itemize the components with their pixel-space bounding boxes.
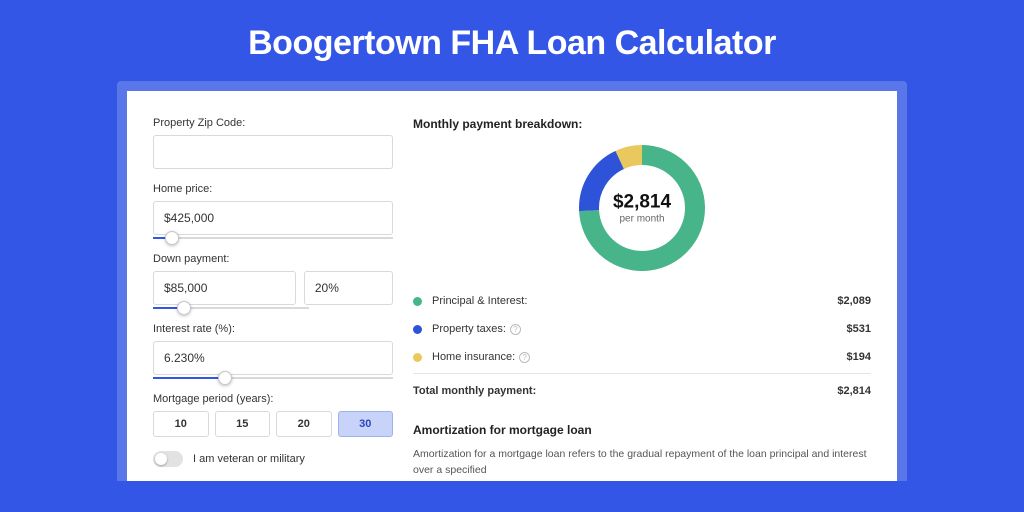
legend-label: Principal & Interest:: [432, 295, 837, 307]
legend-value: $194: [847, 351, 871, 363]
amortization-text: Amortization for a mortgage loan refers …: [413, 447, 871, 479]
donut-center: $2,814 per month: [613, 192, 671, 225]
legend-row: Home insurance:?$194: [413, 343, 871, 371]
period-label: Mortgage period (years):: [153, 393, 393, 405]
home-price-slider-thumb[interactable]: [165, 231, 179, 245]
zip-field: Property Zip Code:: [153, 117, 393, 169]
period-option-30[interactable]: 30: [338, 411, 394, 437]
interest-input[interactable]: [153, 341, 393, 375]
down-payment-input[interactable]: [153, 271, 296, 305]
donut-amount: $2,814: [613, 192, 671, 214]
legend-divider: [413, 373, 871, 374]
period-option-20[interactable]: 20: [276, 411, 332, 437]
zip-input[interactable]: [153, 135, 393, 169]
period-option-15[interactable]: 15: [215, 411, 271, 437]
down-payment-label: Down payment:: [153, 253, 393, 265]
legend-label: Home insurance:?: [432, 351, 847, 363]
legend: Principal & Interest:$2,089Property taxe…: [413, 287, 871, 371]
legend-row: Principal & Interest:$2,089: [413, 287, 871, 315]
home-price-input[interactable]: [153, 201, 393, 235]
panel-outer: Property Zip Code: Home price: Down paym…: [117, 81, 907, 481]
interest-field: Interest rate (%):: [153, 323, 393, 379]
legend-value: $2,089: [837, 295, 871, 307]
breakdown-title: Monthly payment breakdown:: [413, 117, 871, 131]
home-price-field: Home price:: [153, 183, 393, 239]
amortization-title: Amortization for mortgage loan: [413, 423, 871, 437]
form-column: Property Zip Code: Home price: Down paym…: [153, 117, 393, 481]
down-payment-slider[interactable]: [153, 307, 309, 309]
veteran-label: I am veteran or military: [193, 453, 305, 465]
total-row: Total monthly payment: $2,814: [413, 376, 871, 405]
donut-slice-home_insurance: [620, 155, 642, 160]
interest-label: Interest rate (%):: [153, 323, 393, 335]
zip-label: Property Zip Code:: [153, 117, 393, 129]
interest-slider-thumb[interactable]: [218, 371, 232, 385]
info-icon[interactable]: ?: [519, 352, 530, 363]
veteran-toggle-knob: [155, 453, 167, 465]
period-field: Mortgage period (years): 10152030: [153, 393, 393, 437]
total-value: $2,814: [837, 385, 871, 397]
legend-dot: [413, 297, 422, 306]
legend-label: Property taxes:?: [432, 323, 847, 335]
info-icon[interactable]: ?: [510, 324, 521, 335]
total-label: Total monthly payment:: [413, 385, 837, 397]
legend-dot: [413, 325, 422, 334]
legend-row: Property taxes:?$531: [413, 315, 871, 343]
veteran-toggle[interactable]: [153, 451, 183, 467]
veteran-row: I am veteran or military: [153, 451, 393, 467]
donut-sub: per month: [613, 214, 671, 225]
period-option-10[interactable]: 10: [153, 411, 209, 437]
calculator-panel: Property Zip Code: Home price: Down paym…: [127, 91, 897, 481]
legend-value: $531: [847, 323, 871, 335]
down-payment-field: Down payment:: [153, 253, 393, 309]
home-price-label: Home price:: [153, 183, 393, 195]
donut-chart: $2,814 per month: [413, 145, 871, 271]
interest-slider[interactable]: [153, 377, 393, 379]
legend-dot: [413, 353, 422, 362]
down-payment-pct-input[interactable]: [304, 271, 393, 305]
interest-slider-fill: [153, 377, 225, 379]
home-price-slider[interactable]: [153, 237, 393, 239]
page-title: Boogertown FHA Loan Calculator: [0, 0, 1024, 81]
down-payment-slider-thumb[interactable]: [177, 301, 191, 315]
breakdown-column: Monthly payment breakdown: $2,814 per mo…: [413, 117, 871, 481]
